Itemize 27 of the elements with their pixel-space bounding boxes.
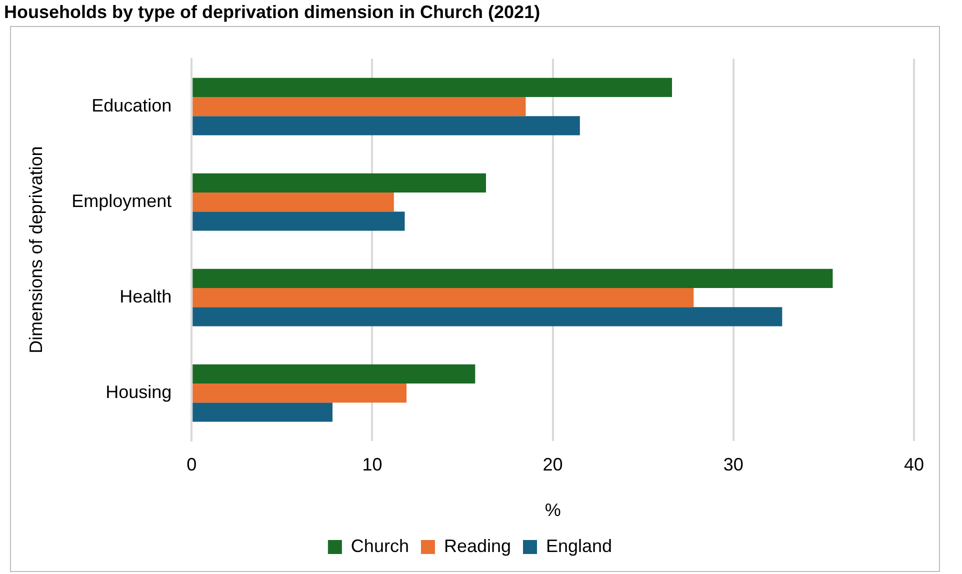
bar [192,364,476,384]
legend-label: Church [350,536,409,556]
legend-label: England [546,536,612,556]
chart-title: Households by type of deprivation dimension in Church (2021) [4,2,540,23]
legend-label: Reading [444,536,512,556]
bar [192,288,694,308]
y-axis-title: Dimensions of deprivation [26,146,46,354]
x-tick-label: 20 [542,454,563,475]
bar [192,78,672,97]
bar [192,116,580,136]
y-tick-label: Education [92,96,172,116]
bar [192,384,407,403]
bar [192,173,486,192]
y-tick-label: Housing [106,382,172,402]
bar [192,268,833,288]
x-tick-label: 0 [186,454,197,475]
bar [192,192,394,212]
bar [192,402,332,422]
x-axis-title: % [544,500,561,520]
y-tick-label: Health [120,286,172,307]
x-tick-label: 10 [362,454,382,475]
bar [192,212,405,231]
x-tick-label: 40 [904,454,924,475]
bar [192,97,526,116]
x-tick-label: 30 [723,454,744,475]
bar [192,307,782,326]
y-tick-label: Employment [72,191,172,212]
